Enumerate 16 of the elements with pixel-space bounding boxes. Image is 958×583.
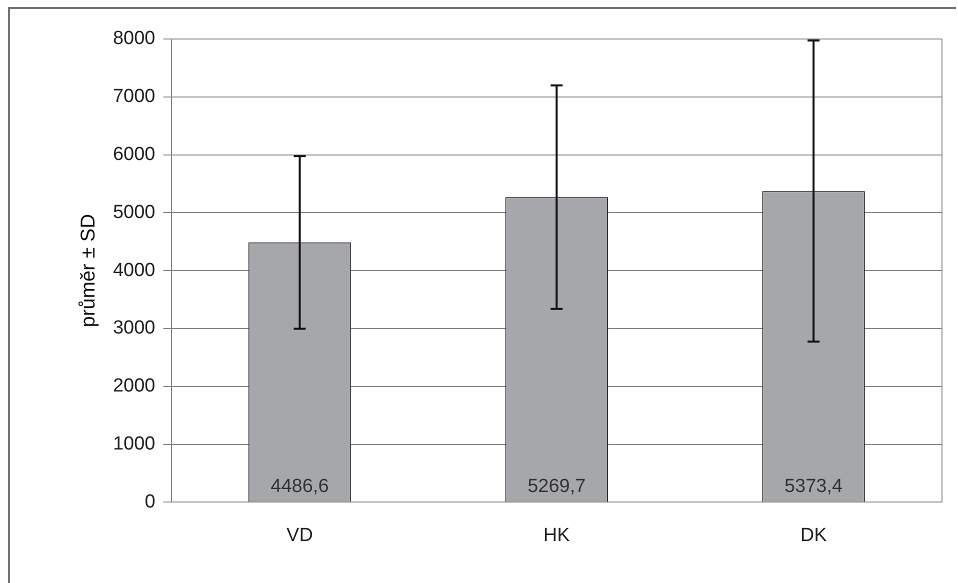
x-tick-label: DK bbox=[800, 524, 828, 546]
data-label: 5373,4 bbox=[784, 476, 844, 497]
y-axis-title: průměr ± SD bbox=[78, 214, 100, 328]
data-label: 5269,7 bbox=[528, 476, 586, 497]
y-tick-label: 7000 bbox=[112, 86, 156, 108]
x-tick-label: HK bbox=[543, 524, 570, 546]
y-tick-label: 4000 bbox=[112, 260, 156, 281]
y-tick-label: 6000 bbox=[112, 144, 156, 166]
y-tick-label: 1000 bbox=[112, 434, 156, 455]
y-tick-label: 3000 bbox=[112, 318, 156, 339]
y-tick-label: 2000 bbox=[112, 376, 156, 397]
y-tick-label: 8000 bbox=[112, 28, 156, 50]
data-label: 4486,6 bbox=[270, 476, 329, 497]
x-tick-label: VD bbox=[286, 524, 313, 546]
y-tick-label: 5000 bbox=[112, 202, 156, 223]
y-tick-label: 0 bbox=[144, 491, 156, 512]
